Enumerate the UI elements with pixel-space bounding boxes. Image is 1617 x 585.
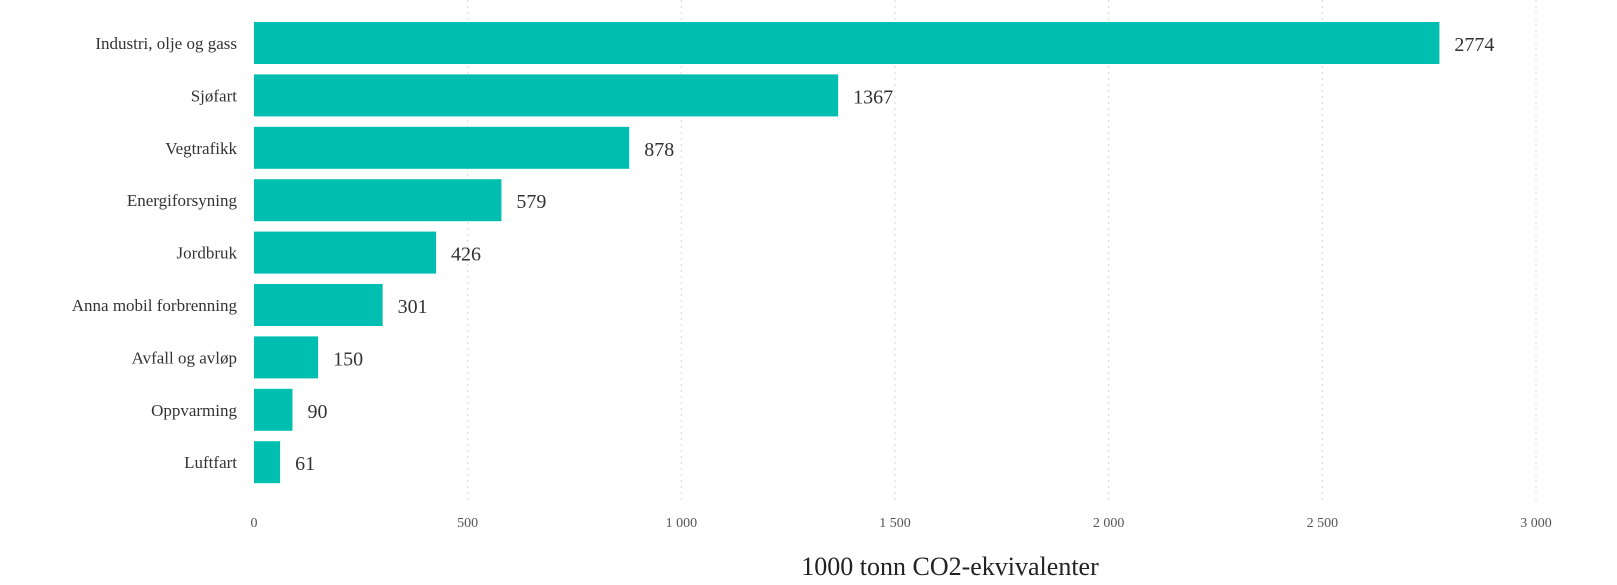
bar (254, 388, 293, 431)
value-label: 579 (516, 191, 546, 213)
bar (254, 22, 1440, 64)
x-tick-label: 2 000 (1093, 516, 1125, 531)
category-label: Vegtrafikk (165, 139, 237, 158)
x-tick-label: 3 000 (1520, 516, 1552, 531)
value-label: 426 (451, 244, 481, 266)
x-tick-label: 2 500 (1307, 516, 1339, 531)
category-label: Industri, olje og gass (95, 34, 237, 53)
bar (254, 231, 437, 274)
category-labels: Industri, olje og gass Sjøfart Vegtrafikk E… (72, 34, 238, 472)
x-axis-title: 1000 tonn CO2-ekvivalenter (801, 552, 1099, 581)
value-label: 150 (333, 348, 363, 370)
x-tick-label: 1 500 (879, 516, 911, 531)
category-label: Avfall og avløp (132, 348, 237, 367)
bar (254, 284, 383, 326)
value-label: 301 (398, 296, 428, 318)
category-label: Anna mobil forbrenning (72, 296, 238, 315)
category-label: Oppvarming (151, 401, 237, 420)
value-label: 1367 (853, 86, 893, 108)
category-label: Energiforsyning (127, 191, 238, 210)
value-label: 878 (644, 139, 674, 161)
x-tick-labels: 0 500 1 000 1 500 2 000 2 500 3 000 (251, 516, 1552, 531)
x-tick-label: 1 000 (666, 516, 698, 531)
category-label: Sjøfart (191, 86, 238, 105)
bar (254, 126, 630, 169)
x-tick-label: 0 (251, 516, 258, 531)
category-label: Jordbruk (177, 244, 238, 263)
bar (254, 74, 839, 117)
x-tick-label: 500 (457, 516, 478, 531)
value-label: 61 (295, 453, 315, 475)
bars (254, 22, 1440, 484)
category-label: Luftfart (184, 453, 237, 472)
value-label: 90 (307, 401, 327, 423)
bar (254, 179, 502, 222)
bar (254, 441, 281, 484)
value-labels: 2774 1367 878 579 426 301 150 90 61 (295, 34, 1494, 475)
value-label: 2774 (1454, 34, 1494, 56)
bar (254, 336, 319, 379)
